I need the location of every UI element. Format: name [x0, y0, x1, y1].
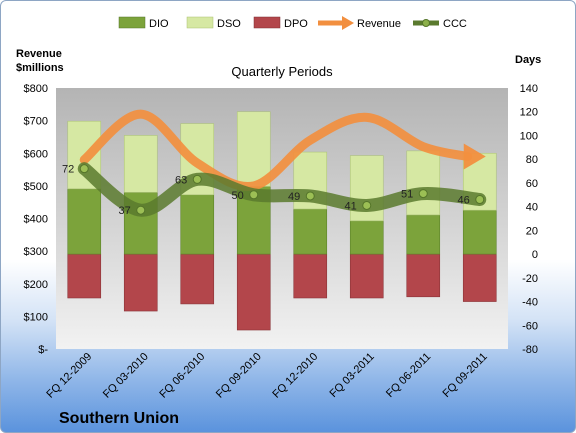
- right-tick-label: 60: [526, 178, 538, 190]
- right-tick-label: 0: [532, 249, 538, 261]
- legend-label-dpo: DPO: [284, 18, 308, 30]
- legend-swatch-dpo: [253, 16, 281, 29]
- right-axis: 140 120 100 80 60 40 20 0 -20 -40 -60 -80: [520, 83, 538, 356]
- x-tick-label: FQ 03-2011: [327, 351, 376, 400]
- right-tick-label: -40: [522, 297, 538, 309]
- chart-title: Quarterly Periods: [231, 64, 333, 79]
- ccc-point: [362, 200, 372, 210]
- left-tick-label: $600: [24, 148, 48, 160]
- legend-arrowhead-revenue: [342, 16, 354, 30]
- right-tick-label: 140: [520, 83, 538, 95]
- bar-dio: [293, 208, 328, 255]
- bar-dpo: [349, 253, 384, 299]
- left-tick-label: $700: [24, 116, 48, 128]
- ccc-point: [136, 205, 146, 215]
- left-axis-title-line1: Revenue: [16, 48, 62, 60]
- bar-dpo: [67, 253, 102, 299]
- right-tick-label: 120: [520, 107, 538, 119]
- legend-marker-ccc: [422, 19, 430, 27]
- ccc-data-label: 51: [401, 189, 413, 201]
- left-tick-label: $800: [24, 83, 48, 95]
- left-tick-label: $300: [24, 246, 48, 258]
- left-tick-label: $100: [24, 311, 48, 323]
- x-tick-label: FQ 03-2010: [101, 351, 151, 401]
- right-tick-label: 20: [526, 225, 538, 237]
- ccc-point: [305, 191, 315, 201]
- right-tick-label: 80: [526, 154, 538, 166]
- ccc-data-label: 37: [119, 205, 131, 217]
- company-name: Southern Union: [59, 410, 179, 427]
- x-tick-label: FQ 09-2011: [440, 351, 489, 400]
- ccc-series: 72 37 63 50 49 41 51 46: [62, 162, 487, 217]
- bar-dso: [123, 135, 158, 193]
- ccc-data-label: 50: [232, 190, 244, 202]
- left-axis: $800 $700 $600 $500 $400 $300 $200 $100 $-: [24, 83, 49, 356]
- bar-dpo: [123, 253, 158, 312]
- bar-dpo: [406, 253, 441, 298]
- bar-dio: [349, 220, 384, 255]
- legend-label-dio: DIO: [149, 18, 169, 30]
- ccc-data-label: 41: [345, 200, 357, 212]
- left-axis-title-line2: $millions: [16, 62, 64, 74]
- legend-label-dso: DSO: [217, 18, 241, 30]
- right-tick-label: -60: [522, 320, 538, 332]
- plot-area: [56, 88, 508, 349]
- bar-dpo: [180, 253, 215, 305]
- legend-label-revenue: Revenue: [357, 18, 401, 30]
- bar-dio: [406, 214, 441, 255]
- ccc-point: [249, 190, 259, 200]
- x-axis: FQ 12-2009 FQ 03-2010 FQ 06-2010 FQ 09-2010…: [44, 351, 489, 401]
- legend-label-ccc: CCC: [443, 18, 467, 30]
- revenue-series: [79, 109, 486, 191]
- legend-swatch-dso: [186, 16, 214, 29]
- x-tick-label: FQ 12-2009: [44, 351, 94, 401]
- bar-dso: [236, 111, 271, 187]
- ccc-data-label: 72: [62, 164, 74, 176]
- left-tick-label: $-: [38, 344, 48, 356]
- x-tick-label: FQ 12-2010: [270, 351, 320, 401]
- bar-dso: [406, 150, 441, 216]
- left-tick-label: $200: [24, 279, 48, 291]
- bar-dio: [462, 209, 497, 255]
- revenue-line: [79, 109, 473, 191]
- bar-dio: [67, 188, 102, 255]
- legend: DIO DSO DPO Revenue CCC: [118, 16, 467, 30]
- ccc-data-label: 63: [175, 174, 187, 186]
- x-tick-label: FQ 06-2011: [384, 351, 433, 400]
- bar-dpo: [462, 253, 497, 302]
- x-tick-label: FQ 06-2010: [157, 351, 207, 401]
- bar-series: [67, 111, 497, 331]
- legend-swatch-dio: [118, 16, 146, 29]
- bar-dio: [180, 194, 215, 255]
- revenue-arrowhead: [463, 143, 486, 170]
- right-axis-title: Days: [515, 54, 541, 66]
- right-tick-label: 100: [520, 130, 538, 142]
- ccc-point: [475, 195, 485, 205]
- x-tick-label: FQ 09-2010: [214, 351, 264, 401]
- ccc-point: [418, 189, 428, 199]
- ccc-point: [192, 174, 202, 184]
- ccc-data-label: 49: [288, 191, 300, 203]
- right-tick-label: -80: [522, 344, 538, 356]
- left-tick-label: $500: [24, 181, 48, 193]
- bar-dpo: [236, 253, 271, 331]
- ccc-point: [79, 164, 89, 174]
- right-tick-label: -20: [522, 273, 538, 285]
- left-tick-label: $400: [24, 214, 48, 226]
- right-tick-label: 40: [526, 202, 538, 214]
- bar-dpo: [293, 253, 328, 299]
- ccc-data-label: 46: [458, 195, 470, 207]
